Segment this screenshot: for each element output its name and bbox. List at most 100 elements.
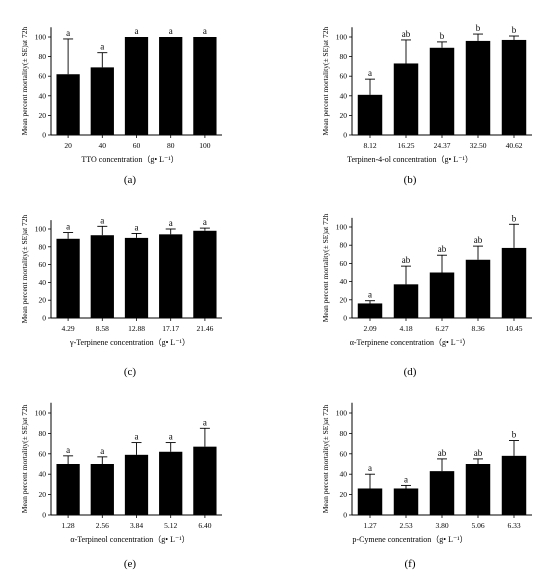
panel-caption: (e)	[124, 558, 137, 570]
bar	[501, 455, 527, 515]
significance-letter: b	[512, 25, 517, 35]
x-tick-label: 1.28	[62, 521, 75, 530]
bar	[90, 464, 114, 515]
x-tick-label: 2.53	[399, 521, 412, 530]
bar	[56, 464, 80, 515]
significance-letter: a	[66, 28, 70, 38]
x-tick-label: 5.06	[471, 521, 484, 530]
significance-letter: ab	[402, 29, 411, 39]
y-tick-label: 60	[39, 449, 47, 458]
bar	[90, 67, 114, 135]
bar	[429, 272, 455, 318]
chart-panel-a: 0 20 40 60 80 100 a 20 a 40 a 60 a 80 a 100 TTO concentr…	[20, 26, 222, 186]
chart-panel-e: 0 20 40 60 80 100 a 1.28 a 2.56 a 3.84 a 5.12 a 6.40 α-T…	[20, 402, 222, 570]
significance-letter: ab	[474, 235, 483, 245]
panel-caption: (b)	[404, 174, 417, 186]
bar	[159, 451, 183, 515]
significance-letter: a	[203, 217, 207, 227]
x-tick-label: 2.56	[96, 521, 109, 530]
significance-letter: a	[169, 218, 173, 228]
bar	[393, 488, 419, 515]
x-axis-label: α-Terpineol concentration（g• L⁻¹）	[70, 535, 189, 544]
x-tick-label: 16.25	[398, 141, 415, 150]
y-tick-label: 80	[340, 429, 348, 438]
y-axis-label: Mean percent mortality(± SE)at 72h	[20, 27, 29, 136]
y-tick-label: 100	[336, 223, 348, 232]
bar	[357, 94, 383, 135]
significance-letter: a	[368, 290, 372, 300]
significance-letter: a	[135, 26, 139, 36]
x-tick-label: 8.58	[96, 324, 109, 333]
x-tick-label: 40	[99, 141, 107, 150]
y-axis-label: Mean percent mortality(± SE)at 72h	[321, 27, 330, 136]
y-tick-label: 60	[340, 259, 348, 268]
bar	[124, 237, 149, 318]
significance-letter: a	[66, 222, 70, 232]
significance-letter: ab	[402, 255, 411, 265]
panel-caption: (c)	[124, 366, 137, 378]
x-tick-label: 12.88	[128, 324, 145, 333]
x-tick-label: 21.46	[196, 324, 213, 333]
x-axis-label: p-Cymene concentration（g• L⁻¹）	[352, 535, 467, 544]
significance-letter: b	[512, 213, 517, 223]
y-tick-label: 100	[35, 33, 47, 42]
significance-letter: a	[203, 26, 207, 36]
x-tick-label: 2.09	[363, 324, 376, 333]
chart-panel-b: 0 20 40 60 80 100 a 8.12 ab 16.25 b 24.37 b 32.50 b 40.…	[321, 23, 532, 186]
y-tick-label: 60	[340, 449, 348, 458]
bar	[429, 471, 455, 515]
significance-letter: a	[404, 474, 408, 484]
y-tick-label: 100	[336, 33, 348, 42]
chart-panel-f: 0 20 40 60 80 100 a 1.27 a 2.53 ab 3.80 ab 5.06 b 6.33 p…	[321, 402, 532, 570]
bar	[357, 303, 383, 318]
x-tick-label: 80	[167, 141, 175, 150]
panel-caption: (f)	[405, 558, 416, 570]
x-tick-label: 4.29	[62, 324, 75, 333]
y-tick-label: 0	[42, 314, 46, 323]
significance-letter: a	[100, 215, 104, 225]
significance-letter: b	[476, 23, 481, 33]
panel-caption: (d)	[404, 366, 417, 378]
x-tick-label: 40.62	[506, 141, 523, 150]
x-tick-label: 5.12	[164, 521, 177, 530]
y-axis-label: Mean percent mortality(± SE)at 72h	[20, 404, 29, 513]
bar	[193, 37, 217, 135]
y-tick-label: 20	[39, 490, 47, 499]
bar	[90, 235, 114, 318]
y-tick-label: 20	[340, 295, 348, 304]
x-tick-label: 4.18	[399, 324, 412, 333]
y-tick-label: 80	[340, 52, 348, 61]
bar	[465, 259, 491, 318]
y-axis-label: Mean percent mortality(± SE)at 72h	[321, 404, 330, 513]
x-tick-label: 6.40	[198, 521, 211, 530]
significance-letter: a	[368, 463, 372, 473]
significance-letter: a	[368, 68, 372, 78]
y-tick-label: 80	[39, 429, 47, 438]
x-tick-label: 10.45	[506, 324, 523, 333]
bar	[124, 454, 149, 515]
y-tick-label: 40	[340, 91, 348, 100]
y-tick-label: 60	[340, 72, 348, 81]
significance-letter: a	[135, 222, 139, 232]
bar	[357, 488, 383, 515]
y-tick-label: 40	[39, 278, 47, 287]
bar	[393, 63, 419, 135]
panel-caption: (a)	[124, 174, 137, 186]
bar	[501, 39, 527, 135]
significance-letter: ab	[474, 448, 483, 458]
y-tick-label: 20	[340, 490, 348, 499]
significance-letter: a	[169, 26, 173, 36]
y-tick-label: 40	[39, 470, 47, 479]
significance-letter: ab	[438, 244, 447, 254]
y-tick-label: 60	[39, 72, 47, 81]
y-tick-label: 0	[42, 131, 46, 140]
x-tick-label: 100	[199, 141, 211, 150]
bar	[159, 37, 183, 135]
x-tick-label: 60	[133, 141, 141, 150]
bar	[56, 238, 80, 318]
significance-letter: a	[135, 432, 139, 442]
bar	[501, 247, 527, 318]
y-tick-label: 40	[340, 277, 348, 286]
y-tick-label: 40	[39, 91, 47, 100]
x-tick-label: 17.17	[162, 324, 179, 333]
